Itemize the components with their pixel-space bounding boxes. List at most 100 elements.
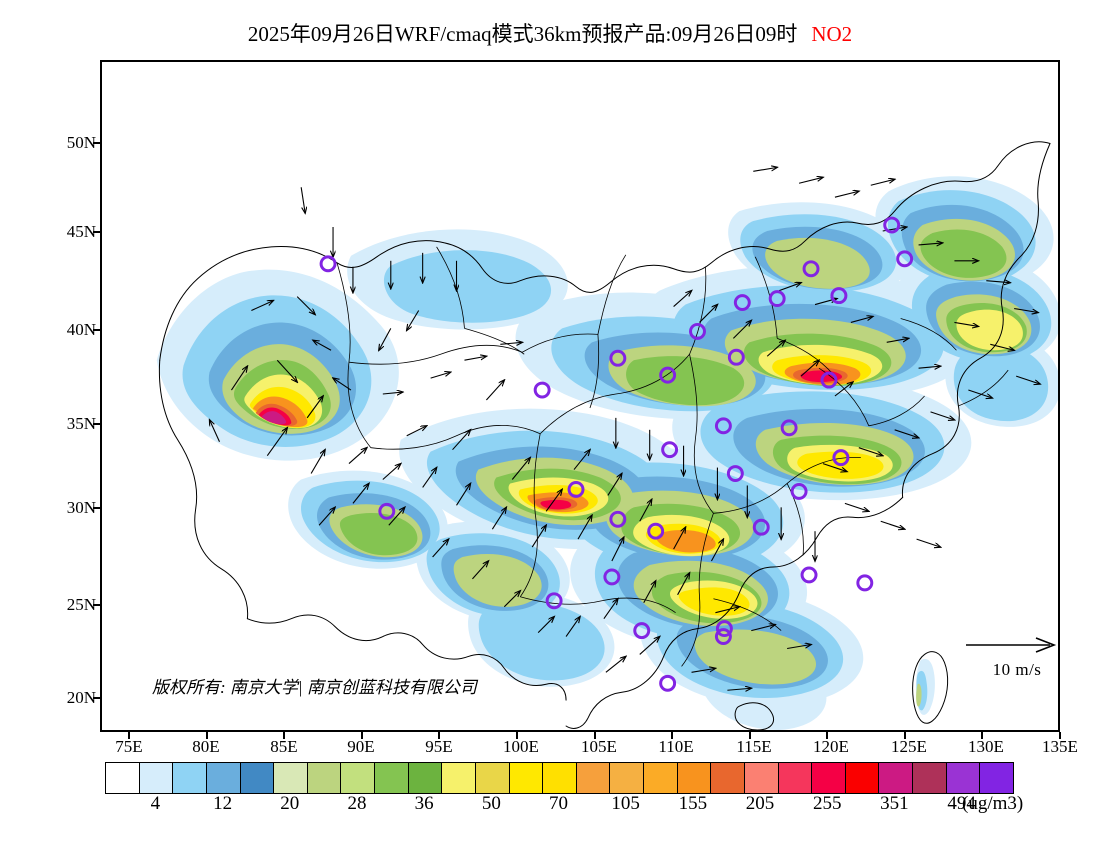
administrative-boundaries [158,141,1051,729]
y-tick-mark [93,697,100,699]
colorbar-swatch [206,763,241,793]
colorbar-swatch [711,763,745,793]
colorbar-tick-label: 28 [347,793,367,814]
colorbar-swatch [509,763,544,793]
x-tick-label: 75E [115,737,143,756]
wind-arrow-icon [966,637,1057,653]
colorbar-swatch [475,763,510,793]
y-tick-mark [93,507,100,509]
x-tick-label: 110E [658,737,694,756]
colorbar-swatch [980,763,1013,793]
x-tick-label: 115E [736,737,772,756]
map-svg [156,141,1058,730]
x-tick-label: 105E [581,737,617,756]
colorbar-swatch [744,763,779,793]
colorbar-swatch [274,763,308,793]
copyright-watermark: 版权所有: 南京大学| 南京创蓝科技有限公司 [152,678,477,697]
colorbar-tick-label: 50 [481,793,501,814]
y-tick-label: 30N [66,498,96,517]
title-text: 2025年09月26日WRF/cmaq模式36km预报产品:09月26日09时 [247,22,798,46]
colorbar-swatch [341,763,375,793]
y-tick-mark [93,329,100,331]
taiwan-outline [912,651,949,724]
x-tick-mark [128,732,130,739]
colorbar-tick-label: 70 [549,793,568,814]
y-tick-mark [93,604,100,606]
colorbar-swatch [307,763,342,793]
concentration-field [156,176,1058,730]
colorbar-strip[interactable] [105,762,1014,794]
colorbar-swatch [677,763,712,793]
colorbar-tick-label: 494 [947,793,976,814]
x-tick-mark [594,732,596,739]
taiwan-concentration [915,658,935,715]
colorbar-tick-label: 36 [414,793,434,814]
y-tick-label: 35N [66,414,96,433]
x-tick-label: 125E [891,737,927,756]
colorbar-tick-label: 105 [611,793,640,814]
colorbar-swatch [240,763,275,793]
colorbar-swatch [845,763,880,793]
x-tick-label: 90E [347,737,375,756]
colorbar [105,762,1014,794]
colorbar-swatch [946,763,981,793]
wind-vectors [210,167,1041,690]
y-tick-mark [93,142,100,144]
y-tick-label: 45N [66,222,96,241]
colorbar-swatch [173,763,207,793]
colorbar-tick-label: 4 [150,793,161,814]
x-tick-mark [1059,732,1061,739]
province-lines [336,246,1009,667]
colorbar-swatch [543,763,577,793]
x-tick-mark [826,732,828,739]
colorbar-tick-labels: 4 12 20 28 36 50 70 105 155 205 255 351 494 [0,793,1100,823]
colorbar-unit-label: (ug/m3) [962,793,1024,814]
hainan-outline [734,702,774,730]
colorbar-swatch [778,763,813,793]
colorbar-swatch [139,763,174,793]
map-plot-area[interactable] [100,60,1060,732]
x-tick-label: 120E [813,737,849,756]
x-tick-label: 95E [425,737,453,756]
x-tick-label: 85E [270,737,298,756]
colorbar-swatch [375,763,409,793]
x-tick-mark [749,732,751,739]
colorbar-swatch [442,763,476,793]
wind-scale-legend: 10 m/s [962,636,1072,680]
colorbar-tick-label: 255 [812,793,842,814]
title-species: NO2 [811,22,853,46]
wind-scale-label: 10 m/s [992,660,1042,679]
colorbar-swatch [879,763,913,793]
x-tick-label: 135E [1042,737,1078,756]
x-tick-mark [516,732,518,739]
city-station-markers[interactable] [319,216,914,692]
x-tick-label: 100E [503,737,539,756]
y-tick-label: 20N [66,688,96,707]
colorbar-swatch [812,763,846,793]
colorbar-tick-label: 205 [745,793,775,814]
colorbar-swatch [610,763,644,793]
x-tick-mark [981,732,983,739]
y-tick-label: 40N [66,320,96,339]
x-tick-mark [671,732,673,739]
colorbar-tick-label: 155 [678,793,708,814]
y-tick-mark [93,231,100,233]
x-tick-mark [206,732,208,739]
x-tick-mark [283,732,285,739]
x-tick-mark [438,732,440,739]
y-tick-label: 50N [66,133,96,152]
colorbar-swatch [576,763,611,793]
x-tick-label: 130E [968,737,1004,756]
colorbar-tick-label: 12 [213,793,233,814]
x-tick-mark [904,732,906,739]
colorbar-tick-label: 20 [280,793,300,814]
colorbar-swatch [408,763,443,793]
y-tick-mark [93,423,100,425]
colorbar-tick-label: 351 [880,793,909,814]
x-tick-mark [361,732,363,739]
x-tick-label: 80E [192,737,220,756]
colorbar-swatch [913,763,947,793]
colorbar-swatch [644,763,678,793]
page-title: 2025年09月26日WRF/cmaq模式36km预报产品:09月26日09时 N… [0,18,1100,48]
